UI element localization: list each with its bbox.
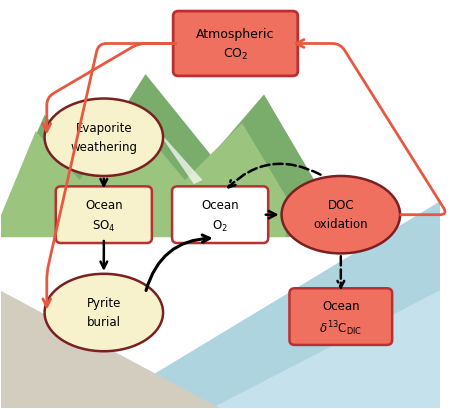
Text: Pyrite: Pyrite bbox=[87, 297, 121, 310]
Ellipse shape bbox=[281, 176, 400, 254]
Text: DOC: DOC bbox=[327, 199, 354, 212]
Text: Ocean: Ocean bbox=[322, 300, 360, 313]
Text: burial: burial bbox=[87, 316, 121, 329]
FancyBboxPatch shape bbox=[172, 187, 268, 243]
Polygon shape bbox=[0, 74, 317, 237]
FancyArrowPatch shape bbox=[100, 179, 107, 186]
Text: Ocean: Ocean bbox=[85, 199, 123, 212]
Ellipse shape bbox=[44, 274, 163, 351]
Ellipse shape bbox=[44, 99, 163, 176]
Text: Ocean: Ocean bbox=[201, 199, 239, 212]
Polygon shape bbox=[0, 107, 286, 237]
FancyBboxPatch shape bbox=[173, 11, 298, 76]
FancyBboxPatch shape bbox=[56, 187, 152, 243]
Text: weathering: weathering bbox=[70, 141, 137, 154]
Text: O$_2$: O$_2$ bbox=[212, 218, 228, 234]
Polygon shape bbox=[141, 107, 202, 184]
FancyBboxPatch shape bbox=[290, 288, 392, 345]
FancyArrowPatch shape bbox=[100, 241, 107, 268]
Text: CO$_2$: CO$_2$ bbox=[223, 47, 248, 63]
Text: $\delta^{13}$C$_{\mathregular{DIC}}$: $\delta^{13}$C$_{\mathregular{DIC}}$ bbox=[319, 319, 362, 338]
Text: SO$_4$: SO$_4$ bbox=[92, 218, 116, 234]
FancyArrowPatch shape bbox=[228, 164, 321, 187]
FancyArrowPatch shape bbox=[146, 235, 210, 290]
Text: Evaporite: Evaporite bbox=[75, 122, 132, 135]
Polygon shape bbox=[212, 286, 449, 408]
Text: oxidation: oxidation bbox=[314, 218, 368, 231]
Text: Atmospheric: Atmospheric bbox=[196, 28, 275, 41]
Polygon shape bbox=[97, 196, 449, 408]
Polygon shape bbox=[0, 286, 220, 408]
FancyArrowPatch shape bbox=[337, 256, 344, 288]
FancyArrowPatch shape bbox=[266, 211, 276, 218]
